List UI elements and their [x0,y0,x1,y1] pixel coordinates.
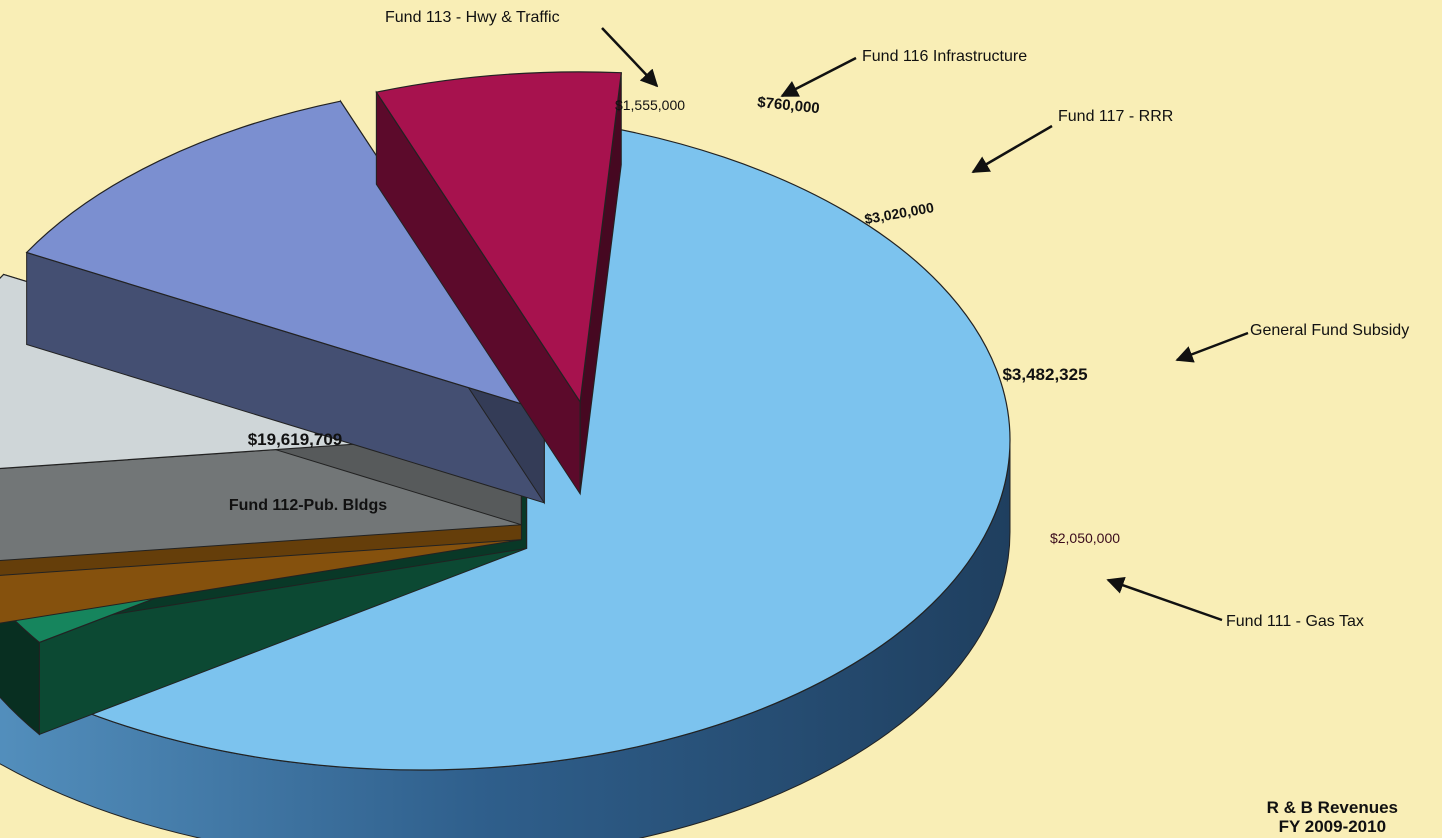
label-arrow [780,56,857,98]
slice-value-label: $1,555,000 [615,97,685,113]
slice-value-label: $3,020,000 [863,199,935,227]
slice-value-label: $19,619,709 [248,430,343,449]
chart-subtitle: FY 2009-2010 [1278,817,1387,836]
label-arrow [601,27,659,88]
pie-slice-top [25,100,546,412]
label-arrow [1106,576,1223,622]
slice-name-label: Fund 111 - Gas Tax [1226,613,1364,630]
slice-name-label: Fund 113 - Hwy & Traffic [385,9,560,26]
chart-title-block: R & B Revenues FY 2009-2010 [1267,798,1398,836]
pie-slice-top [375,71,622,404]
slice-name-label: Fund 117 - RRR [1058,108,1173,125]
chart-title: R & B Revenues [1266,798,1398,817]
slice-name-label: Fund 116 Infrastructure [862,48,1027,65]
slice-name-label: General Fund Subsidy [1250,322,1409,339]
slice-name-label: Fund 112-Pub. Bldgs [229,497,387,514]
slice-value-label: $760,000 [756,94,820,117]
label-arrow [971,124,1053,174]
slice-value-label: $3,482,325 [1002,365,1087,384]
label-arrow [1175,331,1249,363]
pie-slice-5 [375,71,622,496]
pie-slices [0,71,1011,838]
slice-value-label: $2,050,000 [1050,530,1120,546]
